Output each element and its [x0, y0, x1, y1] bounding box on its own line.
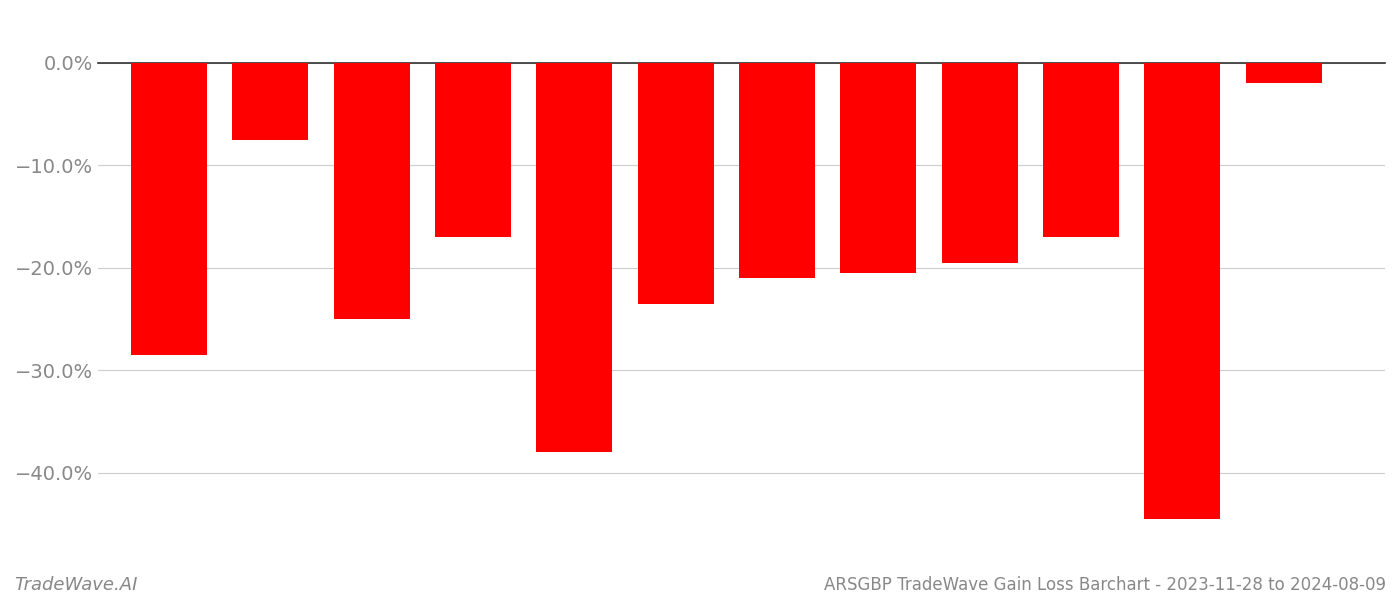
Bar	[333, 63, 410, 319]
Bar	[1246, 63, 1322, 83]
Bar	[637, 63, 714, 304]
Bar	[739, 63, 815, 278]
Text: TradeWave.AI: TradeWave.AI	[14, 576, 137, 594]
Bar	[840, 63, 917, 273]
Bar	[1043, 63, 1119, 237]
Text: ARSGBP TradeWave Gain Loss Barchart - 2023-11-28 to 2024-08-09: ARSGBP TradeWave Gain Loss Barchart - 20…	[825, 576, 1386, 594]
Bar	[435, 63, 511, 237]
Bar	[1144, 63, 1221, 519]
Bar	[942, 63, 1018, 263]
Bar	[132, 63, 207, 355]
Bar	[536, 63, 612, 452]
Bar	[232, 63, 308, 140]
